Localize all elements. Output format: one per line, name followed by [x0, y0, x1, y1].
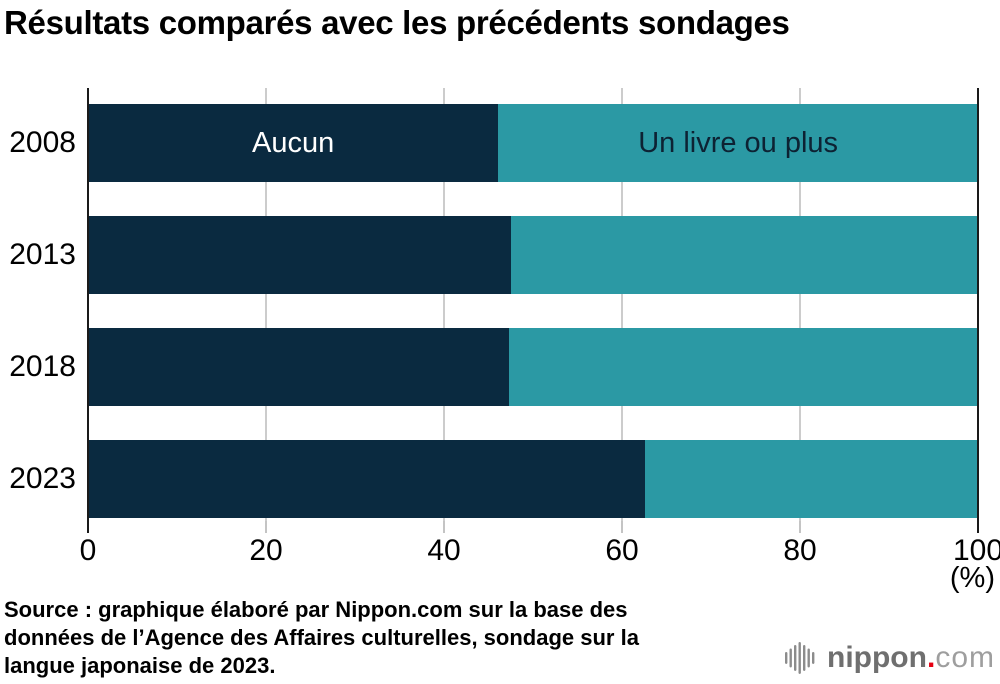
bar-row-2008: Aucun Un livre ou plus	[88, 104, 978, 182]
gridline-20	[265, 88, 267, 521]
y-axis-label-2008: 2008	[9, 126, 76, 159]
bar-segment-2018-aucun	[88, 328, 509, 406]
nippon-logo: nippon.com	[783, 638, 995, 678]
chart-title: Résultats comparés avec les précédents s…	[4, 4, 790, 41]
x-tick-80	[799, 521, 801, 533]
soundwave-icon	[785, 642, 815, 674]
bar-segment-2013-un-livre-ou-plus	[510, 216, 978, 294]
bar-row-2023	[88, 440, 978, 518]
bar-segment-2008-aucun: Aucun	[88, 104, 499, 182]
logo-text: nippon.com	[827, 638, 995, 678]
bar-row-2018	[88, 328, 978, 406]
series-label-un-livre-ou-plus: Un livre ou plus	[638, 126, 839, 159]
gridline-40	[443, 88, 445, 521]
logo-dot: .	[926, 641, 936, 674]
series-label-aucun: Aucun	[252, 126, 335, 159]
x-tick-label-0: 0	[79, 534, 97, 567]
left-axis-spine	[87, 88, 89, 533]
y-axis-label-2013: 2013	[9, 238, 76, 271]
source-line-2: données de l’Agence des Affaires culture…	[4, 625, 639, 650]
plot-area: Aucun Un livre ou plus	[88, 88, 978, 521]
source-note: Source : graphique élaboré par Nippon.co…	[4, 596, 639, 680]
bar-segment-2018-un-livre-ou-plus	[508, 328, 978, 406]
x-tick-label-40: 40	[427, 534, 461, 567]
gridline-80	[799, 88, 801, 521]
x-tick-label-60: 60	[605, 534, 639, 567]
bar-segment-2023-un-livre-ou-plus	[645, 440, 978, 518]
x-tick-40	[443, 521, 445, 533]
right-axis-spine	[977, 88, 979, 533]
x-tick-label-100: 100	[952, 534, 1000, 567]
y-axis-label-2018: 2018	[9, 350, 76, 383]
bar-segment-2013-aucun	[88, 216, 511, 294]
bar-segment-2008-un-livre-ou-plus: Un livre ou plus	[498, 104, 978, 182]
bar-row-2013	[88, 216, 978, 294]
logo-text-com: com	[935, 641, 995, 674]
source-line-1: Source : graphique élaboré par Nippon.co…	[4, 597, 628, 622]
x-tick-60	[621, 521, 623, 533]
x-tick-label-80: 80	[783, 534, 817, 567]
bar-segment-2023-aucun	[88, 440, 646, 518]
x-tick-20	[265, 521, 267, 533]
gridline-60	[621, 88, 623, 521]
y-axis-label-2023: 2023	[9, 462, 76, 495]
x-axis-unit-label: (%)	[949, 562, 995, 594]
source-line-3: langue japonaise de 2023.	[4, 653, 276, 678]
logo-text-nippon: nippon	[827, 641, 927, 674]
x-tick-label-20: 20	[249, 534, 283, 567]
